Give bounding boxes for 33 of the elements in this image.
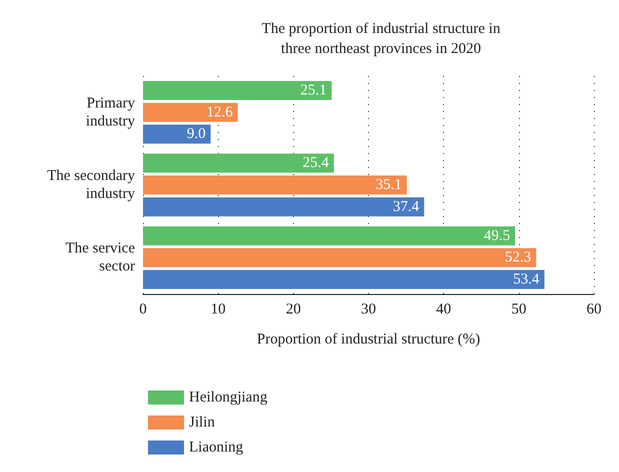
bar (143, 124, 211, 144)
y-tick-label: The secondary industry (47, 168, 136, 202)
data-label: 9.0 (186, 126, 206, 142)
bar (143, 154, 334, 173)
x-tick-label: 60 (586, 302, 602, 318)
data-label: 25.1 (300, 82, 327, 98)
bar (143, 248, 536, 268)
bar (143, 80, 332, 100)
data-label: 37.4 (392, 198, 420, 215)
bar (143, 226, 516, 246)
bar (143, 176, 407, 194)
legend-label: Heilongjiang (189, 390, 268, 406)
x-tick-label: 10 (210, 302, 226, 318)
x-axis-title: Proportion of industrial structure (%) (256, 332, 480, 348)
data-label: 25.4 (302, 155, 330, 172)
data-label: 35.1 (376, 177, 402, 193)
x-tick-label: 40 (436, 302, 452, 318)
y-tick-label: The service sector (65, 240, 136, 275)
y-tick-label: Primary industry (86, 95, 136, 130)
data-label: 49.5 (484, 228, 510, 244)
data-label: 52.3 (504, 250, 532, 266)
bar (143, 102, 238, 122)
data-label: 12.6 (206, 104, 234, 120)
x-tick-label: 50 (511, 302, 526, 318)
data-label: 53.4 (513, 272, 540, 288)
chart-title: The proportion of industrial structure in three northeast provinces in 2020 (262, 21, 501, 57)
x-tick-label: 30 (361, 302, 376, 318)
legend-label: Jilin (189, 414, 216, 430)
bar (143, 197, 424, 216)
legend-label: Liaoning (189, 440, 244, 456)
x-tick-label: 20 (286, 302, 301, 318)
bar (143, 270, 544, 290)
x-tick-label: 0 (139, 302, 147, 318)
